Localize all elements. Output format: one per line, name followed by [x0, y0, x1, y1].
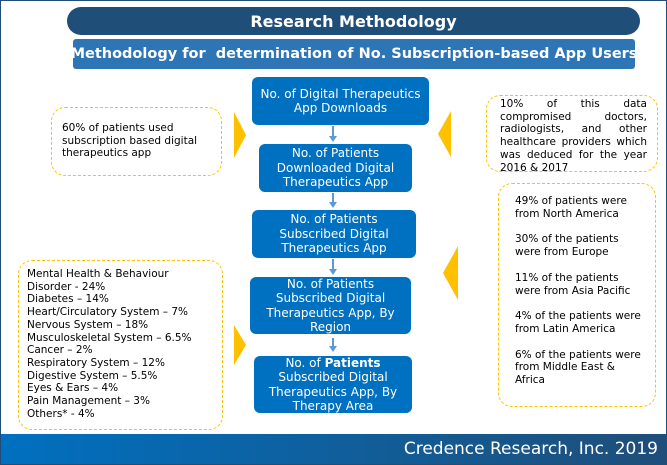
region-europe: 30% of the patients were from Europe [515, 233, 619, 259]
therapy-item: Respiratory System – 12% [27, 356, 165, 369]
note-regions: 49% of patients were from North America … [498, 183, 656, 407]
triangle-left-icon [443, 246, 458, 300]
note-therapy-areas: Mental Health & Behaviour Disorder - 24%… [18, 260, 223, 430]
flow-arrow [332, 259, 334, 269]
therapy-item: Eyes & Ears – 4% [27, 382, 119, 395]
therapy-item: Pain Management – 3% [27, 395, 150, 408]
note-data-compromised: 10% of this data compromised doctors, ra… [486, 95, 658, 174]
therapy-item: Cancer – 2% [27, 344, 93, 357]
triangle-right-icon [234, 325, 246, 365]
flow-arrow [332, 338, 334, 346]
region-latin-america: 4% of the patients were from Latin Ameri… [515, 310, 641, 335]
step-by-region: No. of Patients Subscribed Digital Thera… [250, 277, 411, 334]
step5-prefix: No. of [285, 355, 325, 370]
note-subscription-share: 60% of patients used subscription based … [51, 107, 222, 176]
arrow-down-icon [329, 202, 337, 208]
therapy-item: Nervous System – 18% [27, 318, 149, 331]
region-asia-pacific: 11% of the patients were from Asia Pacif… [515, 271, 631, 297]
arrow-down-icon [329, 269, 337, 275]
region-mea: 6% of the patients were from Middle East… [515, 348, 641, 387]
step-patients-subscribed: No. of Patients Subscribed Digital Thera… [252, 210, 416, 258]
flow-arrow [332, 126, 334, 136]
arrow-down-icon [329, 346, 337, 352]
region-north-america: 49% of patients were from North America [515, 195, 627, 220]
arrow-down-icon [329, 136, 337, 142]
step-app-downloads: No. of Digital Therapeutics App Download… [252, 77, 429, 125]
therapy-item: Musculoskeletal System – 6.5% [27, 331, 192, 344]
step-by-therapy-area: No. of Patients Subscribed Digital Thera… [254, 356, 412, 413]
page-title: Research Methodology [67, 7, 640, 35]
step-patients-downloaded: No. of Patients Downloaded Digital Thera… [259, 144, 412, 192]
triangle-right-icon [234, 112, 246, 158]
therapy-item: Digestive System – 5.5% [27, 369, 158, 382]
subtitle: Methodology for determination of No. Sub… [71, 39, 637, 69]
step5-rest: Subscribed Digital Therapeutics App, By … [268, 370, 398, 413]
therapy-item: Mental Health & Behaviour Disorder - 24% [27, 268, 169, 293]
therapy-item: Heart/Circulatory System – 7% [27, 306, 189, 319]
therapy-item: Diabetes – 14% [27, 293, 109, 306]
flow-arrow [332, 193, 334, 202]
triangle-left-icon [438, 111, 451, 157]
therapy-item: Others* - 4% [27, 407, 95, 420]
footer-credit: Credence Research, Inc. 2019 [1, 434, 666, 464]
step5-bold: Patients [324, 355, 381, 370]
